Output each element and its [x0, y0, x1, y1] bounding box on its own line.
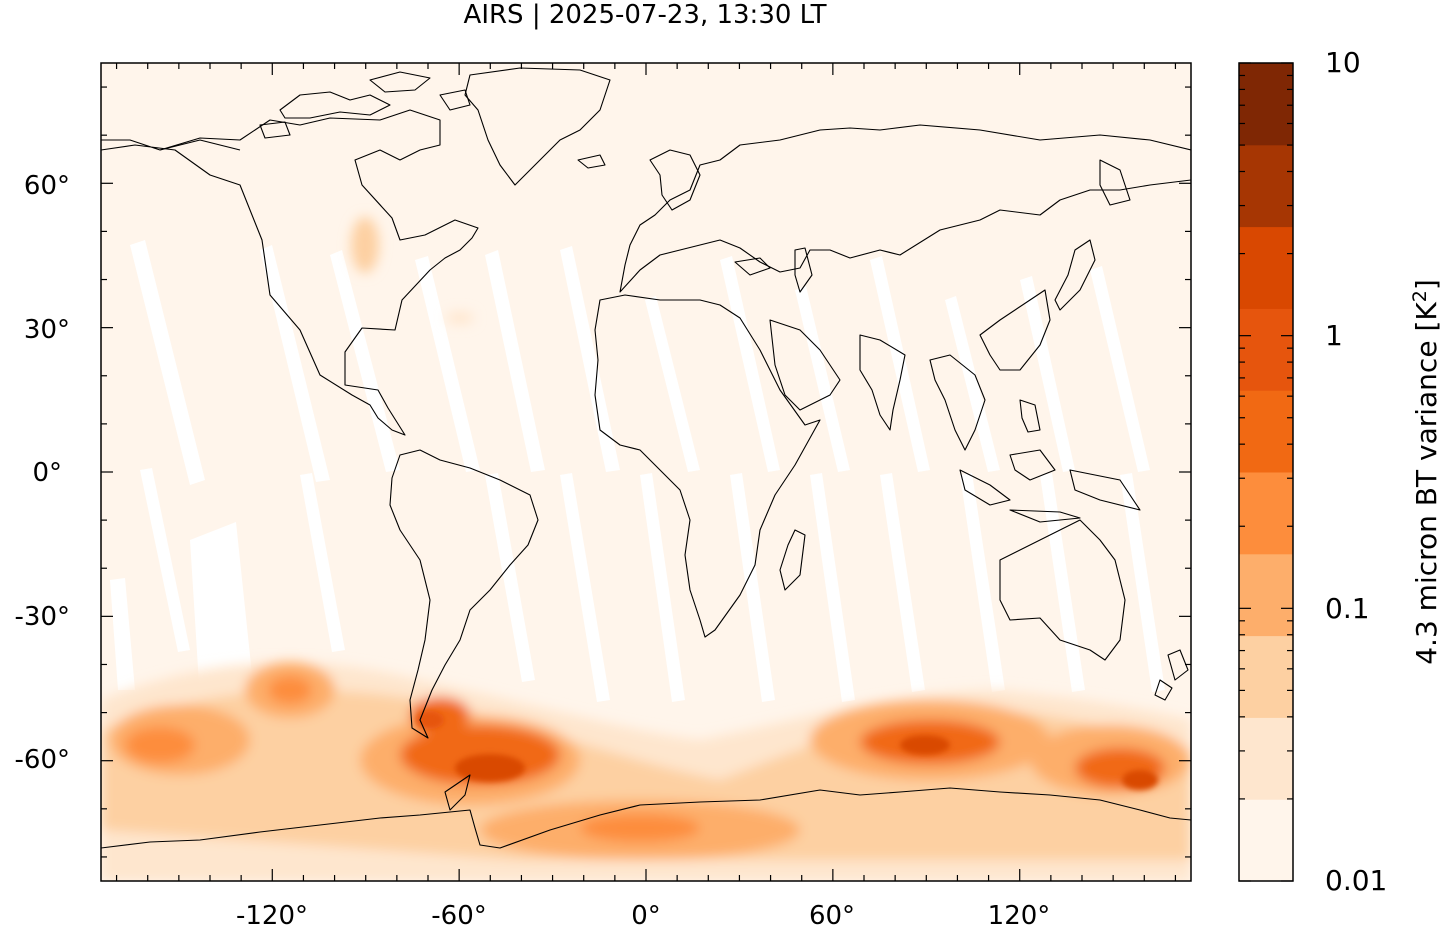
plot-title: AIRS | 2025-07-23, 13:30 LT [463, 0, 827, 30]
coastlines [101, 67, 1191, 849]
colorbar-band [1239, 635, 1293, 718]
x-tick-label: 60° [809, 901, 855, 930]
colorbar-band [1239, 308, 1293, 391]
colorbar-band [1239, 717, 1293, 800]
x-tick-label: -120° [236, 901, 308, 930]
y-tick-label: 30° [24, 315, 70, 345]
colorbar-tick-marks [1239, 62, 1293, 882]
x-tick-marks [115, 63, 1177, 881]
y-tick-label: 60° [24, 171, 70, 201]
colorbar: 10 1 0.1 0.01 4.3 micron BT variance [K2… [1238, 46, 1442, 897]
y-tick-label: -60° [15, 745, 70, 775]
colorbar-band [1239, 63, 1293, 146]
colorbar-band [1239, 144, 1293, 228]
colorbar-band [1239, 226, 1293, 309]
colorbar-tick-label: 10 [1325, 46, 1361, 79]
y-tick-labels: 60° 30° 0° -30° -60° [15, 171, 70, 775]
y-tick-marks [101, 86, 1191, 858]
colorbar-band [1239, 553, 1293, 637]
colorbar-band [1239, 472, 1293, 555]
colorbar-band [1239, 390, 1293, 473]
variance-field [101, 217, 1191, 881]
colorbar-tick-label: 1 [1325, 319, 1343, 352]
colorbar-axis-label: 4.3 micron BT variance [K2] [1409, 279, 1442, 665]
y-tick-label: 0° [32, 458, 62, 488]
colorbar-bands [1239, 63, 1293, 882]
x-tick-label: 0° [631, 901, 661, 930]
x-tick-label: -60° [431, 901, 486, 930]
colorbar-frame [1238, 62, 1294, 882]
x-tick-label: 120° [988, 901, 1051, 930]
orbit-gaps [110, 240, 1165, 772]
colorbar-band [1239, 799, 1293, 882]
colorbar-tick-label: 0.01 [1325, 864, 1387, 897]
y-tick-label: -30° [15, 602, 70, 632]
colorbar-tick-label: 0.1 [1325, 592, 1370, 625]
map-panel [101, 63, 1191, 881]
map-frame [100, 62, 1192, 882]
x-tick-labels: -120° -60° 0° 60° 120° [236, 901, 1050, 930]
